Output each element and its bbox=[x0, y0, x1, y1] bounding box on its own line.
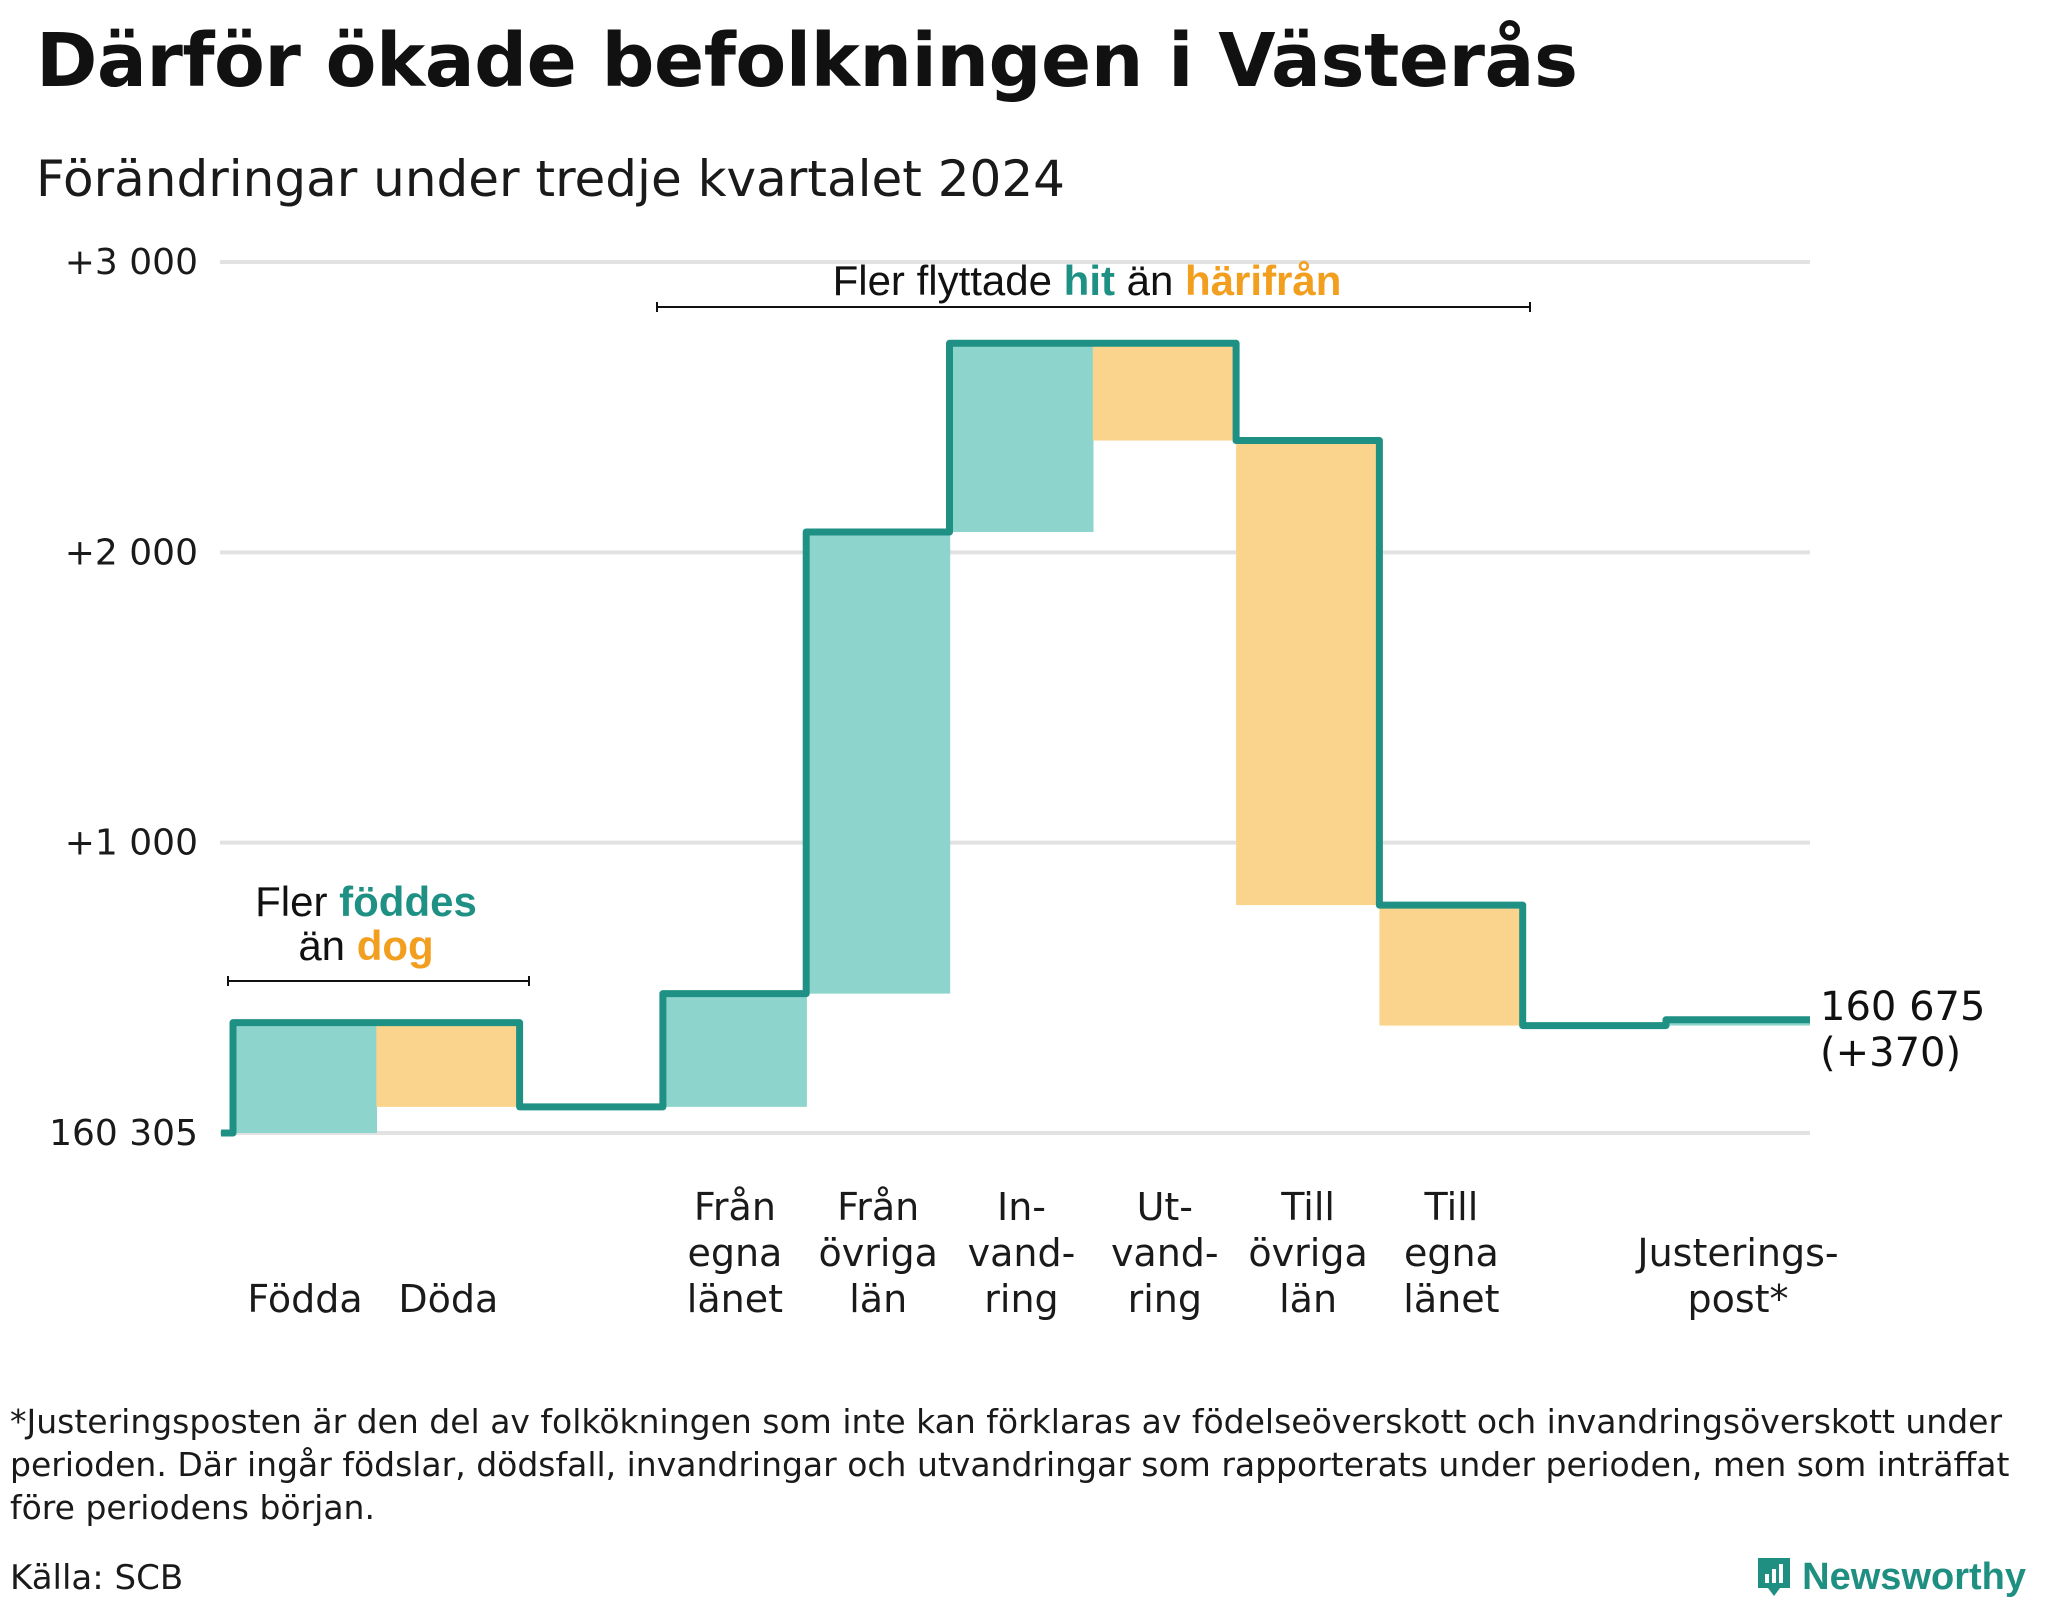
category-label: Ut- bbox=[1137, 1185, 1193, 1229]
newsworthy-logo-icon bbox=[1758, 1558, 1791, 1596]
y-tick-label: +3 000 bbox=[65, 242, 198, 283]
increase-bar bbox=[806, 532, 951, 994]
chart-subtitle: Förändringar under tredje kvartalet 2024 bbox=[36, 150, 1065, 208]
chart-title: Därför ökade befolkningen i Västerås bbox=[36, 18, 1578, 104]
brand-name: Newsworthy bbox=[1802, 1555, 2026, 1598]
increase-bar bbox=[662, 993, 807, 1107]
annotation-highlight: dog bbox=[345, 922, 434, 969]
decrease-bar bbox=[1236, 440, 1381, 906]
category-label: vand- bbox=[968, 1231, 1076, 1275]
decrease-bar bbox=[1092, 343, 1237, 441]
category-label: övriga bbox=[819, 1231, 938, 1275]
end-change-label: (+370) bbox=[1820, 1030, 1961, 1076]
annotation-highlight: hit bbox=[1052, 257, 1115, 304]
annotation-migration-bracket bbox=[656, 302, 1531, 312]
y-tick-label: +1 000 bbox=[65, 823, 198, 864]
category-label: ring bbox=[984, 1277, 1058, 1321]
step-line bbox=[221, 339, 1813, 1137]
decrease-bar bbox=[376, 1022, 521, 1107]
y-axis-tick-labels: 160 305 +1 000 +2 000 +3 000 bbox=[49, 242, 198, 1154]
category-label: övriga bbox=[1248, 1231, 1367, 1275]
category-label: Från bbox=[837, 1185, 919, 1229]
annotation-highlight: härifrån bbox=[1173, 257, 1341, 304]
annotation-text: än bbox=[298, 922, 345, 969]
category-label: Till bbox=[1280, 1185, 1335, 1229]
y-tick-label: +2 000 bbox=[65, 532, 198, 573]
category-label: Justerings- bbox=[1635, 1231, 1838, 1275]
category-label: egna bbox=[687, 1231, 782, 1275]
decrease-bar bbox=[1379, 905, 1524, 1026]
category-label: In- bbox=[997, 1185, 1046, 1229]
category-label: län bbox=[849, 1277, 907, 1321]
grid-lines bbox=[220, 260, 1810, 1135]
category-label: länet bbox=[1403, 1277, 1499, 1321]
annotation-text: Fler flyttade bbox=[833, 257, 1052, 304]
category-label: Till bbox=[1424, 1185, 1479, 1229]
annotation-highlight: föddes bbox=[328, 878, 477, 925]
footnote: *Justeringsposten är den del av folkökni… bbox=[10, 1402, 2010, 1527]
annotation-birth-line2: än dog bbox=[298, 922, 433, 969]
annotation-migration-text: Fler flyttade hit än härifrån bbox=[833, 257, 1342, 304]
annotation-text: än bbox=[1115, 257, 1173, 304]
category-label: egna bbox=[1404, 1231, 1499, 1275]
waterfall-bars bbox=[233, 343, 1810, 1133]
category-label: Döda bbox=[398, 1277, 498, 1321]
end-value-labels: 160 675(+370) bbox=[1820, 984, 1985, 1076]
increase-bar bbox=[949, 343, 1094, 533]
annotation-text: Fler bbox=[255, 878, 327, 925]
y-tick-label: 160 305 bbox=[49, 1113, 198, 1154]
category-label: länet bbox=[687, 1277, 783, 1321]
category-label: Födda bbox=[247, 1277, 362, 1321]
waterfall-chart: 160 305+1 000+2 000+3 000 Födda DödaFråne… bbox=[49, 242, 1985, 1321]
annotation-birth-bracket bbox=[227, 976, 530, 986]
increase-bar bbox=[233, 1022, 377, 1133]
category-label: Från bbox=[694, 1185, 776, 1229]
category-label: vand- bbox=[1111, 1231, 1219, 1275]
x-axis-category-labels: Födda DödaFrånegnalänetFrånövrigalänIn-va… bbox=[247, 1185, 1838, 1321]
category-label: post* bbox=[1687, 1277, 1788, 1321]
annotation-birth-line1: Fler föddes bbox=[255, 878, 477, 925]
brand-logo[interactable]: Newsworthy bbox=[1754, 1554, 2026, 1600]
end-value-label: 160 675 bbox=[1820, 984, 1985, 1030]
category-label: län bbox=[1279, 1277, 1337, 1321]
category-label: ring bbox=[1128, 1277, 1202, 1321]
source-label: Källa: SCB bbox=[10, 1558, 184, 1598]
